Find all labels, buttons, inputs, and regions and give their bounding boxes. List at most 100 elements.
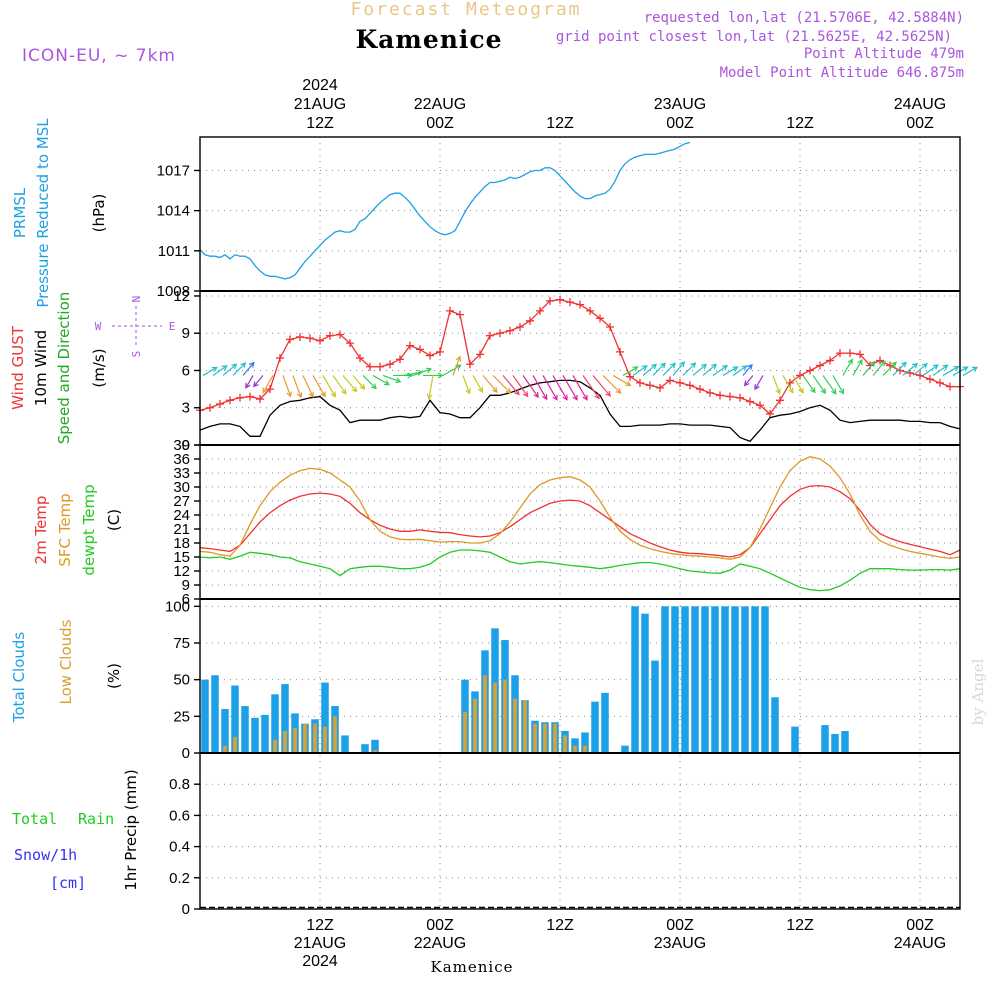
wind-barb bbox=[652, 362, 666, 376]
wind-barb-head bbox=[732, 366, 739, 372]
wind-barb bbox=[552, 375, 568, 401]
label-rain: Rain bbox=[78, 810, 114, 828]
top-time-axis: 2024 21AUG 12Z 22AUG 00Z 12Z 23AUG 00Z 12Z 24AUG 0… bbox=[294, 77, 946, 132]
total-clouds-bar bbox=[621, 745, 629, 753]
total-clouds-bar bbox=[361, 744, 369, 753]
wind-barb-head bbox=[296, 392, 303, 399]
wind-barb bbox=[582, 375, 600, 399]
wind-barb bbox=[962, 366, 978, 376]
label-2m-temp: 2m Temp bbox=[32, 496, 50, 565]
wind-barb bbox=[253, 375, 264, 387]
wind-barb bbox=[662, 362, 676, 376]
panel-frames bbox=[199, 136, 961, 910]
gust-marker bbox=[696, 385, 704, 394]
wind-barb-head bbox=[395, 377, 402, 384]
y-tick-label: 75 bbox=[173, 635, 190, 652]
total-clouds-bar bbox=[211, 675, 219, 753]
gust-marker bbox=[726, 392, 734, 401]
wind-barb-head bbox=[240, 362, 247, 369]
wind-barb bbox=[822, 375, 837, 395]
wind-barb bbox=[572, 375, 588, 401]
bottom-time-label: 00Z bbox=[906, 917, 934, 934]
gust-marker bbox=[616, 347, 624, 356]
gust-marker bbox=[206, 403, 214, 412]
gust-marker bbox=[546, 296, 554, 305]
gust-marker bbox=[466, 360, 474, 369]
wind-barb-head bbox=[932, 364, 939, 370]
total-clouds-bar bbox=[631, 606, 639, 753]
total-rain-bar bbox=[278, 907, 282, 909]
total-clouds-bar bbox=[711, 606, 719, 753]
gust-marker bbox=[426, 351, 434, 360]
gust-marker bbox=[276, 354, 284, 363]
wind-barb bbox=[754, 375, 764, 390]
gust-marker bbox=[396, 355, 404, 364]
total-clouds-bar bbox=[581, 732, 589, 753]
total-clouds-bar bbox=[601, 692, 609, 753]
gust-marker bbox=[566, 298, 574, 307]
y-tick-label: 27 bbox=[173, 493, 190, 510]
y-tick-label: 3 bbox=[182, 400, 190, 417]
wind-barb bbox=[242, 362, 255, 376]
total-clouds-bar bbox=[761, 606, 769, 753]
gust-marker bbox=[946, 382, 954, 391]
footer-location: Kamenice bbox=[431, 958, 514, 976]
cloud-labels: Total Clouds Low Clouds (%) bbox=[10, 619, 123, 723]
y-tick-label: 50 bbox=[173, 672, 190, 689]
gust-marker bbox=[806, 366, 814, 375]
wind-barb-head bbox=[253, 381, 259, 388]
pressure-labels: PRMSL Pressure Reduced to MSL (hPa) bbox=[11, 118, 108, 308]
wind-barb-head bbox=[711, 363, 718, 370]
y-tick-label: 100 bbox=[165, 598, 190, 615]
sfc-temp-line bbox=[199, 456, 961, 560]
total-clouds-bar bbox=[371, 739, 379, 753]
wind-barb bbox=[742, 364, 753, 376]
y-tick-label: 12 bbox=[173, 563, 190, 580]
wind-barb-head bbox=[605, 390, 611, 397]
total-clouds-bar bbox=[751, 606, 759, 753]
y-tick-label: 15 bbox=[173, 549, 190, 566]
plot-frame bbox=[199, 136, 961, 910]
total-clouds-bar bbox=[201, 679, 209, 753]
y-tick-label: 36 bbox=[173, 451, 190, 468]
y-tick-label: 1008 bbox=[157, 283, 190, 300]
wind-barb-head bbox=[465, 388, 471, 395]
low-clouds-bar bbox=[303, 723, 307, 753]
low-clouds-bar bbox=[273, 739, 277, 753]
wind-barb bbox=[802, 375, 816, 393]
wind-barb-head bbox=[437, 372, 444, 379]
wind-barb-head bbox=[582, 394, 588, 401]
top-time-label: 23AUG bbox=[654, 96, 706, 113]
wind-barb bbox=[602, 375, 621, 394]
wind-barb-head bbox=[625, 380, 632, 387]
wind-barb-head bbox=[492, 386, 498, 393]
wind-barb-head bbox=[552, 394, 558, 401]
label-prmsl: PRMSL bbox=[11, 187, 29, 238]
total-clouds-bar bbox=[241, 706, 249, 753]
wind-barb-head bbox=[330, 391, 336, 398]
low-clouds-bar bbox=[533, 723, 537, 753]
total-clouds-bar bbox=[221, 709, 229, 753]
wind-barb-head bbox=[679, 361, 686, 368]
low-clouds-bar bbox=[463, 711, 467, 753]
wind-barb-head bbox=[371, 383, 377, 390]
wind-barb bbox=[442, 364, 461, 376]
label-low-clouds: Low Clouds bbox=[57, 619, 75, 704]
wind-barb-head bbox=[857, 358, 863, 366]
wind-barb-head bbox=[747, 363, 753, 370]
wind-barb bbox=[922, 364, 939, 376]
wind-barb-head bbox=[262, 387, 268, 394]
gust-marker bbox=[626, 372, 634, 381]
gust-marker bbox=[406, 341, 414, 350]
top-time-label: 2024 bbox=[302, 77, 338, 94]
dewpt-temp-line bbox=[199, 549, 961, 592]
wind-barb-head bbox=[231, 363, 238, 370]
wind-barb bbox=[322, 375, 336, 397]
wind-barb-head bbox=[477, 386, 484, 394]
total-clouds-bar bbox=[741, 606, 749, 753]
wind-barb-head bbox=[248, 361, 255, 368]
y-tick-label: 0.8 bbox=[169, 776, 190, 793]
wind-barb-head bbox=[505, 388, 512, 394]
gust-marker bbox=[476, 350, 484, 359]
